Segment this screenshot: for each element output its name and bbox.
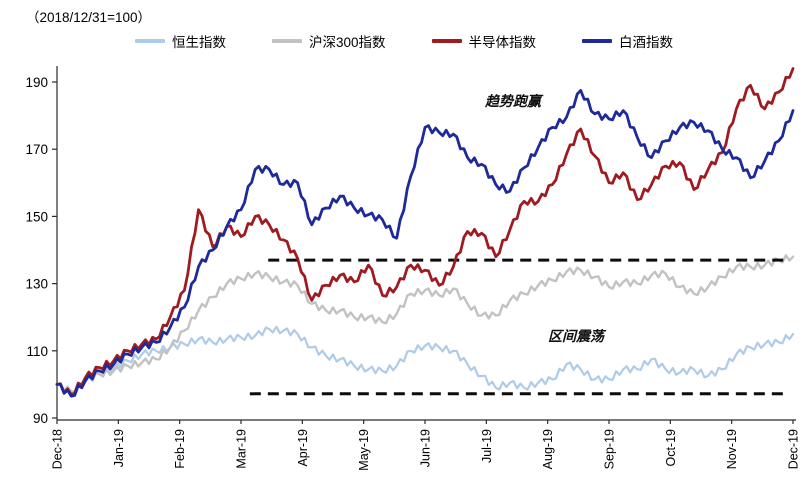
x-tick-label: Oct-19 xyxy=(664,429,678,467)
series-line-1 xyxy=(55,254,795,395)
x-tick-label: Sep-19 xyxy=(603,429,617,469)
chart-title: （2018/12/31=100） xyxy=(26,10,151,25)
legend-item-2: 半导体指数 xyxy=(431,31,537,51)
x-tick-label: Mar-19 xyxy=(235,429,249,469)
legend-swatch-icon xyxy=(271,39,302,43)
legend-item-3: 白酒指数 xyxy=(582,31,673,51)
legend-label: 白酒指数 xyxy=(619,35,674,50)
x-tick-label: Jun-19 xyxy=(419,429,433,467)
x-tick-label: May-19 xyxy=(357,429,371,471)
y-tick-label: 90 xyxy=(33,411,48,426)
series-line-0 xyxy=(55,325,795,393)
x-tick-label: Dec-19 xyxy=(787,429,801,469)
y-tick-label: 130 xyxy=(25,277,48,292)
x-tick-label: Nov-19 xyxy=(725,429,739,469)
y-tick-label: 110 xyxy=(26,344,48,359)
x-tick-label: Jan-19 xyxy=(112,429,126,467)
x-tick-label: Apr-19 xyxy=(296,429,310,467)
legend-label: 恒生指数 xyxy=(171,35,226,50)
y-tick-label: 170 xyxy=(25,142,48,157)
y-tick-label: 190 xyxy=(25,75,48,90)
x-tick-label: Aug-19 xyxy=(541,429,555,469)
legend-swatch-icon xyxy=(134,39,165,43)
x-tick-label: Dec-18 xyxy=(51,429,65,469)
legend: 恒生指数 沪深300指数 半导体指数 白酒指数 xyxy=(0,31,808,51)
legend-swatch-icon xyxy=(582,39,613,43)
series-line-2 xyxy=(55,67,795,396)
x-tick-label: Feb-19 xyxy=(173,429,187,469)
annotation-range-bound: 区间震荡 xyxy=(548,328,607,344)
legend-item-1: 沪深300指数 xyxy=(271,31,386,51)
legend-swatch-icon xyxy=(431,39,462,43)
x-tick-label: Jul-19 xyxy=(480,429,494,463)
legend-label: 半导体指数 xyxy=(468,35,537,50)
legend-item-0: 恒生指数 xyxy=(134,31,226,51)
annotation-trend-outperform: 趋势跑赢 xyxy=(484,93,544,109)
legend-label: 沪深300指数 xyxy=(308,35,386,50)
y-tick-label: 150 xyxy=(25,209,48,224)
series-line-3 xyxy=(55,89,795,398)
